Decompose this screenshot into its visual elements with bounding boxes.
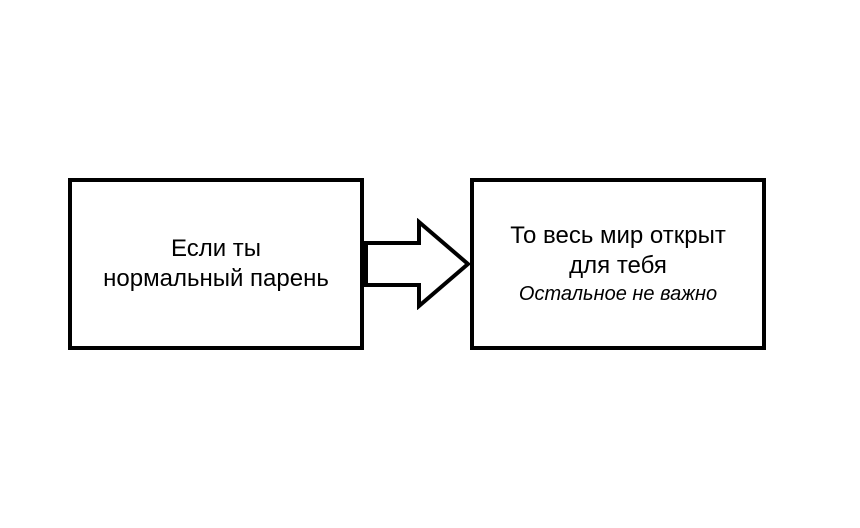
flowchart-node-left: Если ты нормальный парень (68, 178, 364, 350)
node-text-line2: нормальный парень (103, 265, 329, 292)
node-text-line2: для тебя (569, 252, 667, 279)
node-text: То весь мир открыт для тебя (510, 221, 726, 281)
node-text: Если ты нормальный парень (103, 234, 329, 294)
flowchart-diagram: Если ты нормальный парень То весь мир от… (0, 0, 860, 528)
flowchart-node-right: То весь мир открыт для тебя Остальное не… (470, 178, 766, 350)
node-subtext: Остальное не важно (519, 281, 717, 307)
arrow-icon (364, 218, 470, 310)
node-text-line1: Если ты (171, 235, 261, 262)
node-text-line1: То весь мир открыт (510, 222, 726, 249)
